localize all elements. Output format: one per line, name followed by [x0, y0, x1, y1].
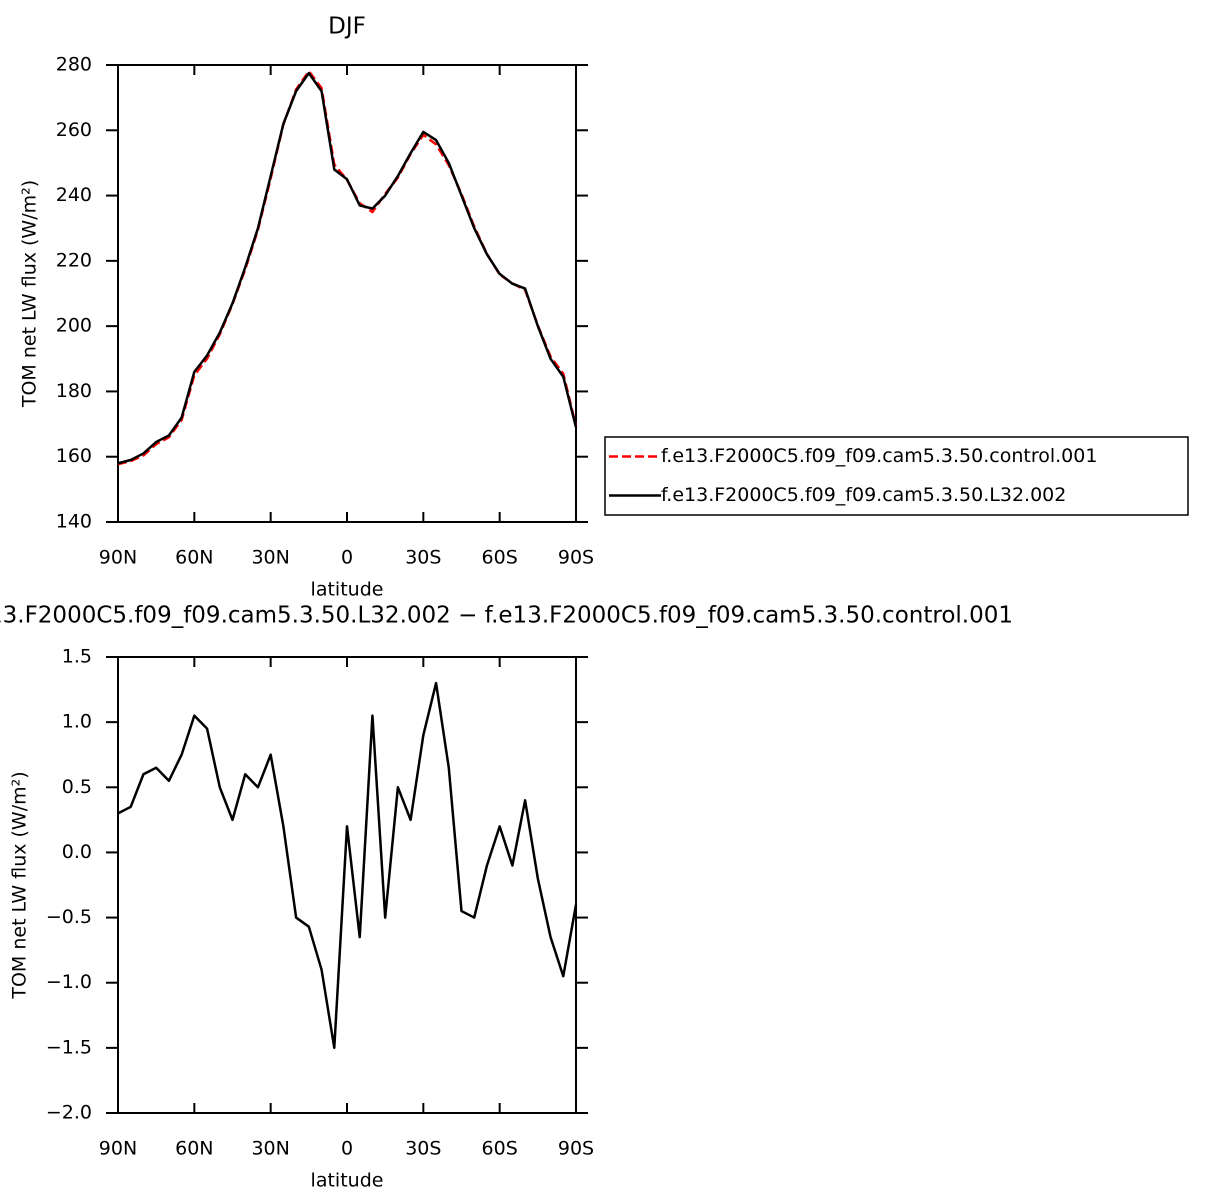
- chart-title: f.e13.F2000C5.f09_f09.cam5.3.50.L32.002 …: [0, 603, 1013, 629]
- x-axis-label: latitude: [311, 579, 384, 601]
- x-tick-label: 30N: [251, 547, 289, 569]
- y-tick-label: 260: [56, 119, 92, 141]
- y-tick-label: 200: [56, 315, 92, 337]
- y-tick-label: 240: [56, 184, 92, 206]
- y-tick-label: −2.0: [46, 1102, 92, 1124]
- y-tick-label: 0.5: [62, 776, 92, 798]
- chart-title: DJF: [328, 14, 366, 40]
- plot-frame: [117, 656, 577, 1114]
- y-tick-label: 140: [56, 511, 92, 533]
- x-tick-label: 90N: [99, 1138, 137, 1160]
- x-tick-label: 60N: [175, 1138, 213, 1160]
- y-tick-label: 1.5: [62, 646, 92, 668]
- data-line: [117, 71, 578, 465]
- y-tick-label: 280: [56, 54, 92, 76]
- legend-label: f.e13.F2000C5.f09_f09.cam5.3.50.L32.002: [661, 484, 1066, 506]
- y-tick-label: 160: [56, 445, 92, 467]
- x-tick-label: 0: [341, 1138, 353, 1160]
- y-axis-label: TOM net LW flux (W/m²): [9, 771, 31, 999]
- x-axis-label: latitude: [311, 1170, 384, 1192]
- x-tick-label: 90N: [99, 547, 137, 569]
- legend-label: f.e13.F2000C5.f09_f09.cam5.3.50.control.…: [661, 445, 1097, 467]
- x-tick-label: 90S: [558, 547, 594, 569]
- legend-box: [604, 436, 1189, 516]
- plot-frame: [117, 64, 577, 523]
- data-line: [117, 69, 578, 466]
- x-tick-label: 60S: [482, 547, 518, 569]
- y-tick-label: 1.0: [62, 711, 92, 733]
- y-tick-label: 220: [56, 249, 92, 271]
- x-tick-label: 30S: [405, 547, 441, 569]
- x-tick-label: 60S: [482, 1138, 518, 1160]
- x-tick-label: 30N: [251, 1138, 289, 1160]
- y-tick-label: 180: [56, 380, 92, 402]
- x-tick-label: 0: [341, 547, 353, 569]
- y-tick-label: 0.0: [62, 841, 92, 863]
- data-line: [117, 681, 578, 1050]
- y-tick-label: −1.5: [46, 1036, 92, 1058]
- x-tick-label: 90S: [558, 1138, 594, 1160]
- y-tick-label: −0.5: [46, 906, 92, 928]
- y-axis-label: TOM net LW flux (W/m²): [19, 180, 41, 408]
- x-tick-label: 30S: [405, 1138, 441, 1160]
- x-tick-label: 60N: [175, 547, 213, 569]
- y-tick-label: −1.0: [46, 971, 92, 993]
